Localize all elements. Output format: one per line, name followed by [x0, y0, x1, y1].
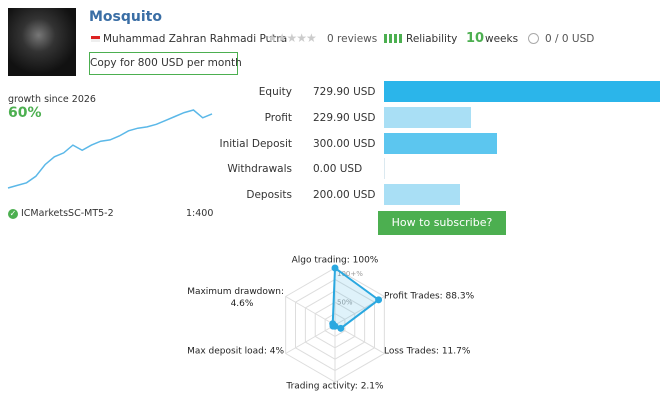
axis-label: Max deposit load: 4% [187, 347, 284, 357]
row-value: 200.00 USD [313, 189, 376, 202]
bar [384, 106, 471, 128]
weeks-value: 10 [466, 31, 485, 46]
row-value: 229.90 USD [313, 111, 376, 124]
subscribers: 0 / 0 USD [545, 33, 595, 45]
axis-label: Algo trading: 100% [292, 256, 379, 266]
copy-button[interactable]: Copy for 800 USD per month [89, 52, 242, 75]
growth-line [7, 109, 213, 189]
row-value: 729.90 USD [313, 86, 376, 98]
row-value: 300.00 USD [313, 137, 376, 150]
axis-label: Trading activity: 2.1% [285, 382, 384, 392]
axis-label: Maximum drawdown: 4.6% [187, 287, 284, 309]
broker[interactable]: ICMarketsSC-MT5-2 [21, 208, 114, 219]
reviews[interactable]: 0 reviews [327, 33, 378, 45]
bar [384, 81, 660, 102]
axis-label: Loss Trades: 11.7% [384, 347, 471, 357]
row-label: Deposits [246, 189, 292, 202]
bar [384, 184, 460, 206]
row-label: Withdrawals [227, 163, 292, 176]
radar-spoke [285, 324, 336, 354]
growth-label: growth since 2026 [8, 94, 96, 105]
row-value: 0.00 USD [313, 163, 363, 176]
reliability-bars [384, 34, 402, 43]
bar [384, 132, 498, 154]
radar-point [331, 264, 339, 272]
row-label: Profit [264, 111, 292, 124]
radar-point [337, 324, 345, 332]
ring-tick-label: 100+% [337, 270, 363, 278]
row-label: Equity [258, 86, 292, 98]
subscribers-icon [528, 33, 539, 44]
avatar [8, 8, 76, 76]
author[interactable]: Muhammad Zahran Rahmadi Putra [103, 33, 288, 45]
leverage: 1:400 [186, 208, 214, 219]
check-icon: ✓ [8, 209, 18, 219]
radar-chart: 100+% 50% Algo trading: 100% Profit Trades:… [187, 256, 475, 392]
growth-chart [7, 109, 213, 189]
radar-point [329, 320, 337, 328]
weeks-unit: weeks [485, 33, 519, 45]
radar-point [375, 296, 383, 304]
flag [91, 36, 100, 42]
growth-value: 60% [8, 105, 42, 121]
radar-spoke [285, 296, 336, 326]
signal-name[interactable]: Mosquito [89, 9, 162, 25]
subscribe-button[interactable]: How to subscribe? [378, 211, 506, 235]
ring-tick-label: 50% [337, 299, 353, 307]
stars: ★★★★★ [267, 31, 317, 45]
axis-label: Profit Trades: 88.3% [384, 292, 475, 302]
bar [384, 158, 385, 180]
reliability: Reliability [406, 33, 458, 45]
row-label: Initial Deposit [219, 137, 292, 150]
